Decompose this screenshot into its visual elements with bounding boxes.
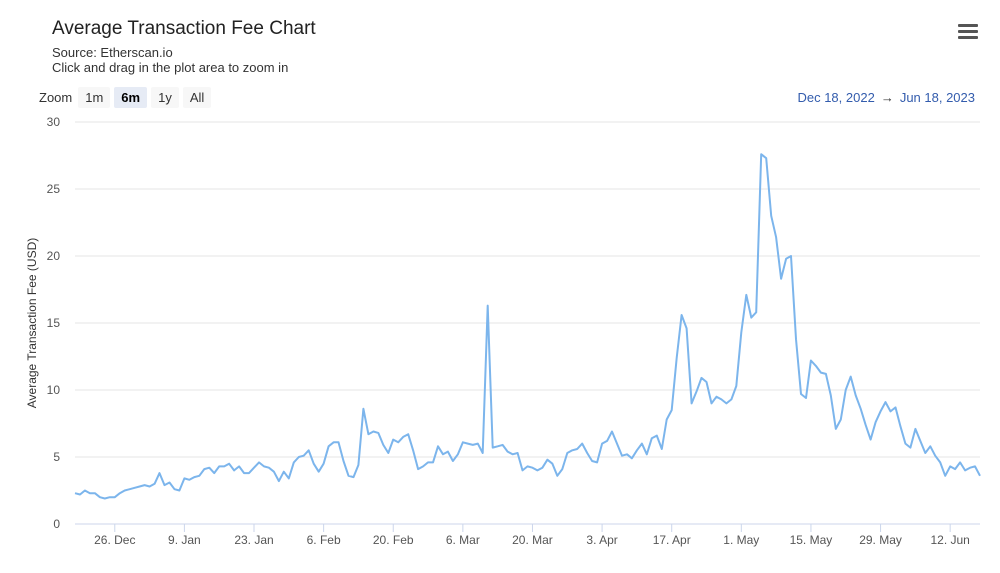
zoom-button-1m[interactable]: 1m <box>78 86 111 108</box>
y-tick-label: 0 <box>53 517 60 531</box>
x-tick-label: 9. Jan <box>168 533 201 547</box>
hamburger-menu-icon[interactable] <box>958 24 978 40</box>
x-tick-label: 23. Jan <box>234 533 273 547</box>
y-axis-ticks: 0 5 10 15 20 25 30 <box>47 115 61 531</box>
y-tick-label: 5 <box>53 450 60 464</box>
source-text: Source: Etherscan.io <box>52 45 173 60</box>
y-tick-label: 15 <box>47 316 61 330</box>
y-tick-label: 20 <box>47 249 61 263</box>
zoom-selector: Zoom 1m 6m 1y All <box>39 86 215 108</box>
x-tick-label: 15. May <box>790 533 833 547</box>
y-tick-label: 25 <box>47 182 61 196</box>
date-range-display: Dec 18, 2022 → Jun 18, 2023 <box>797 90 975 105</box>
zoom-hint-text: Click and drag in the plot area to zoom … <box>52 60 289 75</box>
range-arrow-icon: → <box>880 90 894 105</box>
range-from[interactable]: Dec 18, 2022 <box>797 90 875 105</box>
x-tick-label: 12. Jun <box>930 533 969 547</box>
x-axis-ticks: 26. Dec 9. Jan 23. Jan 6. Feb 20. Feb 6. Mar 2… <box>94 524 970 547</box>
x-tick-label: 17. Apr <box>653 533 691 547</box>
x-tick-label: 3. Apr <box>586 533 617 547</box>
grid-lines <box>75 121 980 525</box>
zoom-button-all[interactable]: All <box>182 86 212 108</box>
x-tick-label: 20. Feb <box>373 533 414 547</box>
x-tick-label: 1. May <box>723 533 759 547</box>
zoom-button-6m[interactable]: 6m <box>114 86 148 108</box>
zoom-label: Zoom <box>39 89 73 105</box>
x-tick-label: 6. Mar <box>446 533 480 547</box>
x-tick-label: 26. Dec <box>94 533 135 547</box>
y-tick-label: 30 <box>47 115 61 129</box>
chart-title: Average Transaction Fee Chart <box>52 18 316 39</box>
zoom-button-1y[interactable]: 1y <box>151 86 179 108</box>
chart-subtitle: Source: Etherscan.io Click and drag in t… <box>52 45 288 75</box>
series-group <box>74 153 981 500</box>
x-tick-label: 6. Feb <box>307 533 341 547</box>
y-tick-label: 10 <box>47 383 61 397</box>
x-tick-label: 29. May <box>859 533 902 547</box>
range-to[interactable]: Jun 18, 2023 <box>899 90 975 105</box>
x-tick-label: 20. Mar <box>512 533 553 547</box>
series-line-0[interactable] <box>74 153 981 500</box>
y-axis-label: Average Transaction Fee (USD) <box>25 238 39 409</box>
